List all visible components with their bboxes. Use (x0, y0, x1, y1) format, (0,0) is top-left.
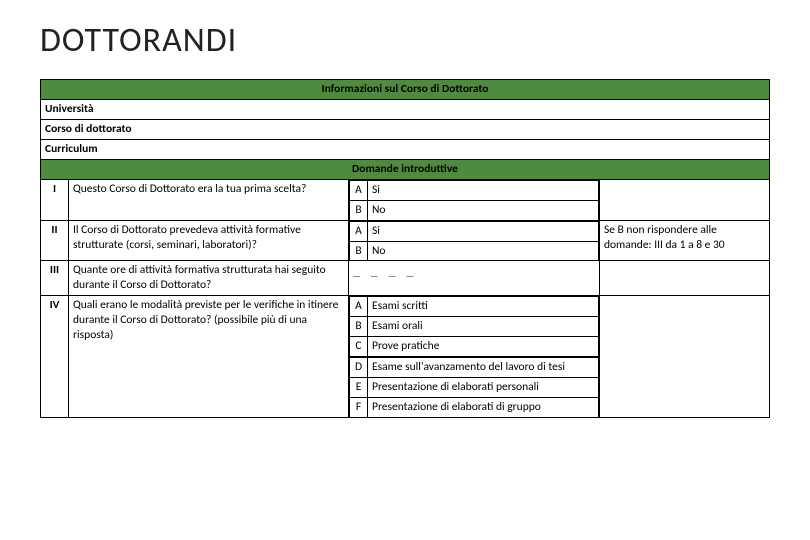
q4-opt-a-key: A (350, 297, 368, 317)
page-title: DOTTORANDI (40, 20, 770, 61)
q4-opt-c-key: C (350, 337, 368, 356)
q2-opt-a-key: A (350, 221, 368, 241)
q4-opt-b-label: Esami orali (368, 317, 599, 337)
q2-opt-b-label: No (368, 241, 599, 260)
q2-num: II (41, 220, 69, 261)
q4-num: IV (41, 296, 69, 418)
q2-opt-b-key: B (350, 241, 368, 260)
q3-num: III (41, 261, 69, 296)
q4-options-bottom: DEsame sull'avanzamento del lavoro di te… (349, 357, 600, 418)
info-table: Informazioni sul Corso di Dottorato Univ… (40, 79, 770, 418)
section2-header: Domande introduttive (41, 159, 770, 179)
q4-text: Quali erano le modalità previste per le … (69, 296, 349, 418)
q1-opt-a-label: Si (368, 180, 599, 200)
q1-opt-b-key: B (350, 200, 368, 219)
q1-text: Questo Corso di Dottorato era la tua pri… (69, 179, 349, 220)
q4-opt-d-label: Esame sull'avanzamento del lavoro di tes… (368, 358, 599, 378)
row-corso: Corso di dottorato (41, 119, 770, 139)
q2-note: Se B non rispondere alle domande: III da… (599, 220, 769, 261)
row-universita: Università (41, 99, 770, 119)
q4-opt-b-key: B (350, 317, 368, 337)
q3-blank: _ _ _ _ (349, 261, 600, 296)
q1-options: ASi BNo (349, 179, 600, 220)
q4-opt-c-label: Prove pratiche (368, 337, 599, 356)
q1-opt-a-key: A (350, 180, 368, 200)
q1-num: I (41, 179, 69, 220)
q2-text: Il Corso di Dottorato prevedeva attività… (69, 220, 349, 261)
q4-opt-f-label: Presentazione di elaborati di gruppo (368, 398, 599, 417)
q4-opt-e-label: Presentazione di elaborati personali (368, 378, 599, 398)
q1-opt-b-label: No (368, 200, 599, 219)
q1-note (599, 179, 769, 220)
q4-opt-f-key: F (350, 398, 368, 417)
section1-header: Informazioni sul Corso di Dottorato (41, 80, 770, 100)
q4-opt-d-key: D (350, 358, 368, 378)
q4-options-top: AEsami scritti BEsami orali CProve prati… (349, 296, 600, 357)
q4-opt-e-key: E (350, 378, 368, 398)
q4-opt-a-label: Esami scritti (368, 297, 599, 317)
q3-text: Quante ore di attività formativa struttu… (69, 261, 349, 296)
q4-note (599, 296, 769, 418)
row-curriculum: Curriculum (41, 139, 770, 159)
q2-opt-a-label: Si (368, 221, 599, 241)
q2-options: ASi BNo (349, 220, 600, 261)
q3-note (599, 261, 769, 296)
